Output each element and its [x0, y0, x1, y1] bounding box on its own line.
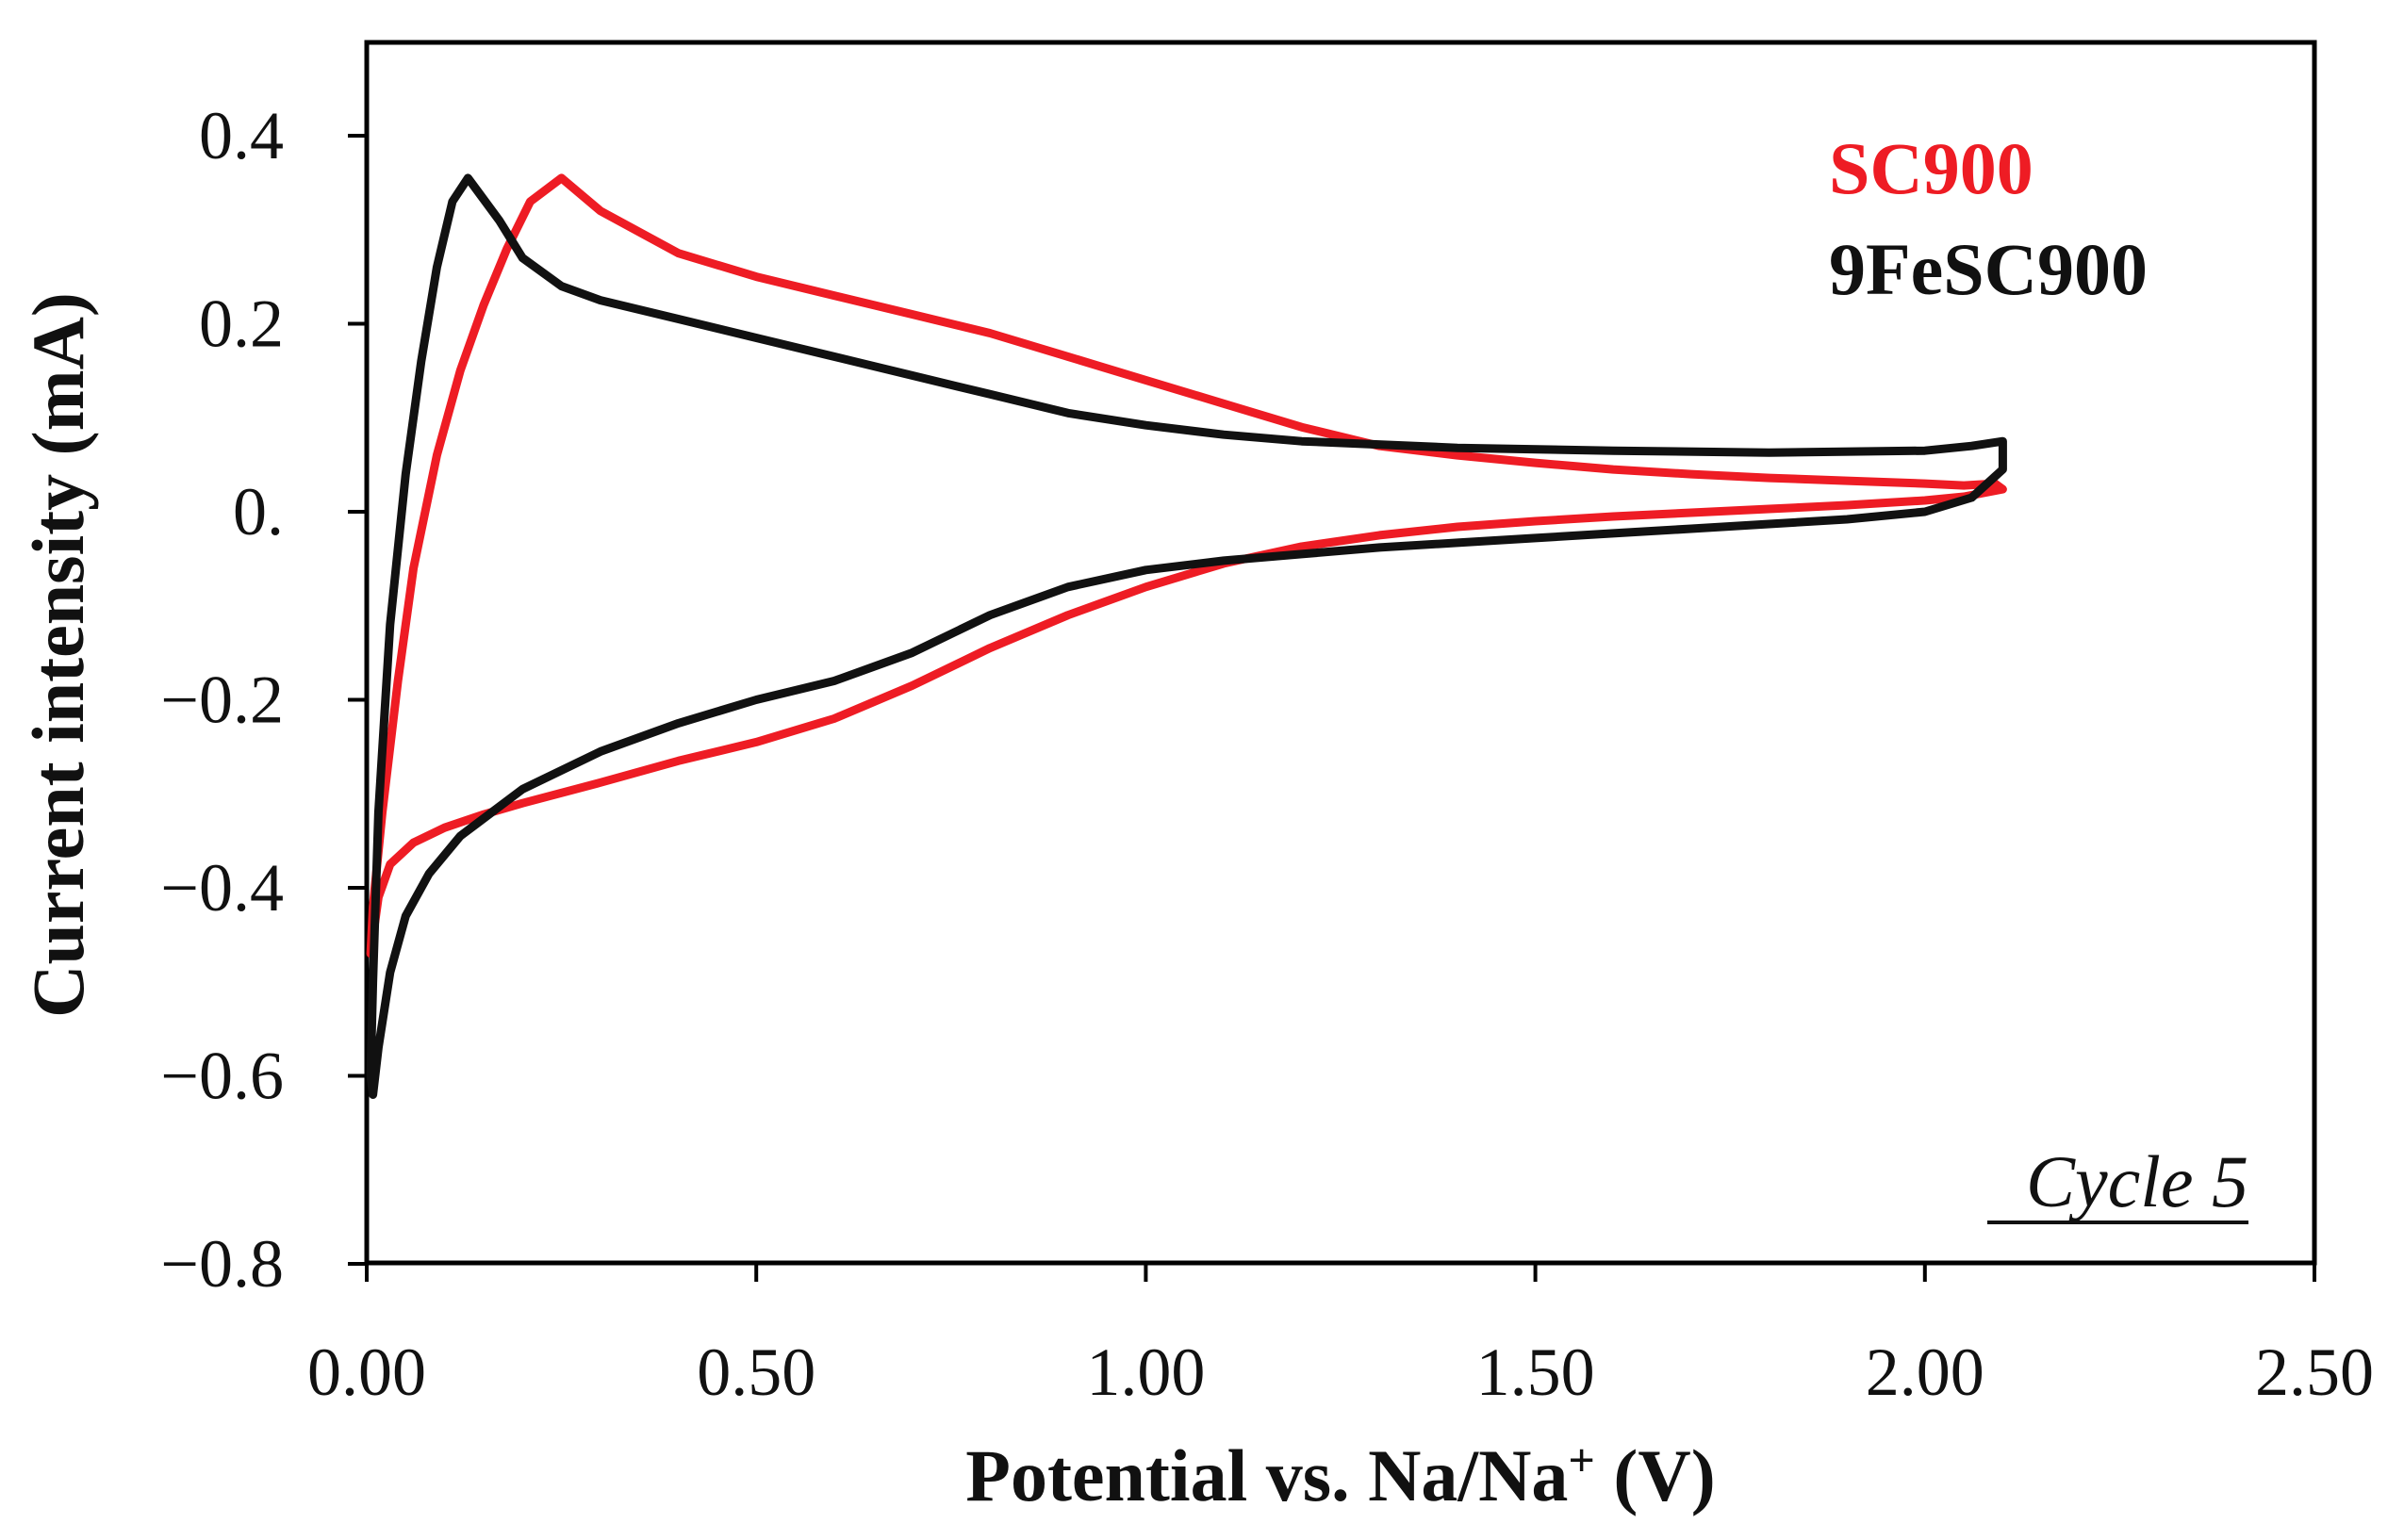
y-tick-label: 0.2: [199, 287, 284, 362]
legend-label-9fesc900: 9FeSC900: [1829, 228, 2148, 310]
y-tick-label: 0.4: [199, 98, 284, 173]
series-line-sc900: [366, 173, 2007, 958]
x-tick-label: 0.00: [307, 1335, 426, 1410]
series-layer: [366, 173, 2007, 1099]
cycle-annotation: Cycle 5: [2026, 1140, 2248, 1222]
x-axis: 0.00 0.50 1.00 1.50 2.00 2.50: [307, 1263, 2374, 1410]
y-tick-label: −0.4: [160, 850, 284, 926]
y-axis: −0.8 −0.6 −0.4 −0.2 0. 0.2 0.4: [160, 98, 367, 1302]
y-axis-title: Current intensity (mA): [17, 292, 99, 1018]
x-axis-title: Potential vs. Na/Na+ (V): [965, 1434, 1715, 1516]
y-tick-label: −0.8: [160, 1226, 284, 1302]
x-axis-title-unit: (V): [1595, 1434, 1716, 1516]
y-tick-label: −0.2: [160, 663, 284, 738]
series-line-9fesc900: [366, 173, 2007, 1099]
legend-label-sc900: SC900: [1829, 127, 2034, 209]
plot-frame: [364, 40, 2317, 1266]
x-tick-label: 1.00: [1086, 1335, 1205, 1410]
x-axis-title-sup: +: [1568, 1434, 1595, 1486]
x-axis-title-main: Potential vs. Na/Na: [965, 1434, 1568, 1516]
y-tick-label: 0.: [233, 474, 284, 549]
x-tick-label: 2.50: [2255, 1335, 2374, 1410]
x-tick-label: 1.50: [1476, 1335, 1595, 1410]
x-tick-label: 2.00: [1866, 1335, 1984, 1410]
x-tick-label: 0.50: [697, 1335, 815, 1410]
y-tick-label: −0.6: [160, 1039, 284, 1114]
